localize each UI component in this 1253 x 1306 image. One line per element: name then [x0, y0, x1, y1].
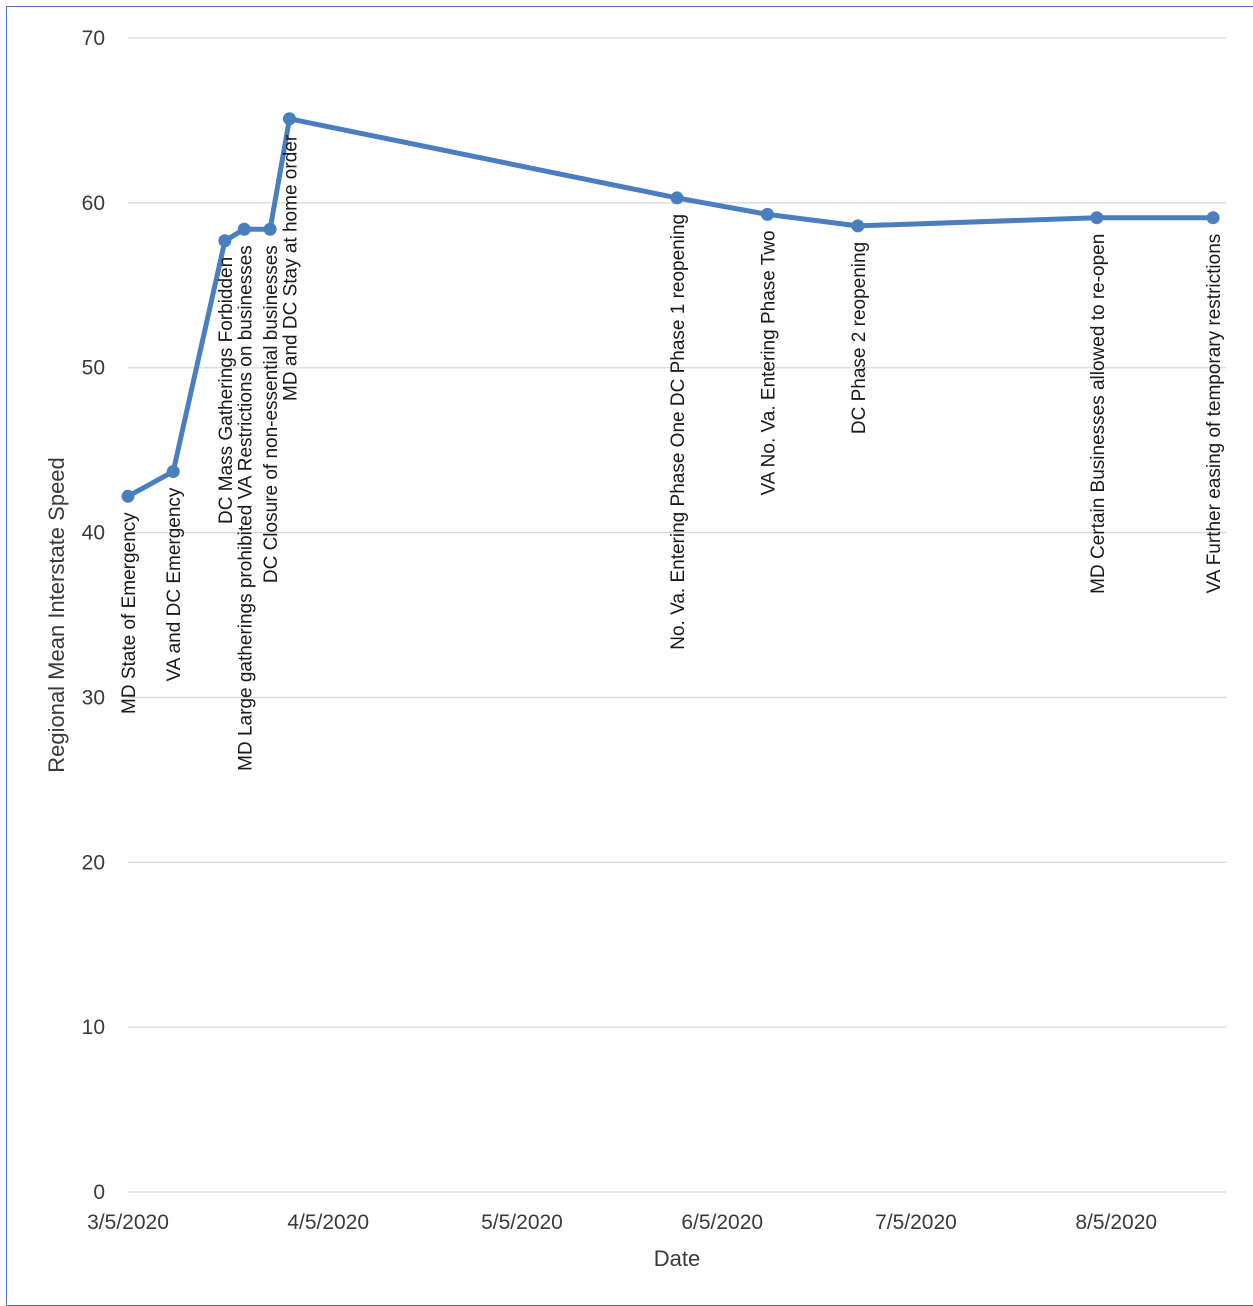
x-tick-label: 8/5/2020 [1075, 1211, 1157, 1234]
y-tick-label: 70 [82, 27, 105, 50]
x-tick-label: 7/5/2020 [875, 1211, 957, 1234]
y-tick-label: 30 [82, 686, 105, 709]
annotation-label: MD State of Emergency [119, 512, 140, 714]
annotation-label: DC Phase 2 reopening [849, 242, 870, 434]
y-tick-label: 50 [82, 357, 105, 380]
data-point [670, 191, 684, 205]
data-point [121, 489, 135, 503]
x-tick-label: 6/5/2020 [681, 1211, 763, 1234]
data-point [218, 234, 232, 248]
x-axis-title: Date [654, 1246, 700, 1271]
annotation-label: VA No. Va. Entering Phase Two [758, 230, 779, 495]
data-point [166, 465, 180, 479]
data-markers [121, 112, 1220, 503]
data-point [282, 112, 296, 126]
annotation-label: MD Certain Businesses allowed to re-open [1088, 234, 1109, 594]
x-tick-label: 5/5/2020 [481, 1211, 563, 1234]
y-tick-label: 20 [82, 851, 105, 874]
gridlines [128, 37, 1226, 1193]
data-point [1090, 211, 1104, 225]
y-tick-labels: 0 10 20 30 40 50 60 70 [82, 27, 105, 1204]
data-point [263, 222, 277, 236]
data-point [237, 222, 251, 236]
x-tick-label: 4/5/2020 [287, 1211, 369, 1234]
y-tick-label: 10 [82, 1016, 105, 1039]
annotation-label: DC Closure of non-essential businesses [261, 245, 282, 583]
y-axis-title: Regional Mean Interstate Speed [44, 457, 69, 773]
annotation-label: No. Va. Entering Phase One DC Phase 1 re… [668, 214, 689, 650]
data-point [760, 207, 774, 221]
annotation-label: MD and DC Stay at home order [280, 134, 301, 401]
annotation-label: DC Mass Gatherings Forbidden [216, 257, 237, 524]
y-tick-label: 0 [93, 1181, 105, 1204]
x-tick-label: 3/5/2020 [87, 1211, 169, 1234]
annotation-label: VA Further easing of temporary restricti… [1204, 234, 1225, 594]
y-tick-label: 40 [82, 522, 105, 545]
y-tick-label: 60 [82, 192, 105, 215]
x-tick-labels: 3/5/2020 4/5/2020 5/5/2020 6/5/2020 7/5/2020… [87, 1211, 1157, 1234]
event-annotations: MD State of Emergency VA and DC Emergency… [119, 134, 1225, 771]
data-point [851, 219, 865, 233]
data-point [1206, 211, 1220, 225]
annotation-label: MD Large gatherings prohibited VA Restri… [235, 245, 256, 771]
annotation-label: VA and DC Emergency [164, 487, 185, 681]
